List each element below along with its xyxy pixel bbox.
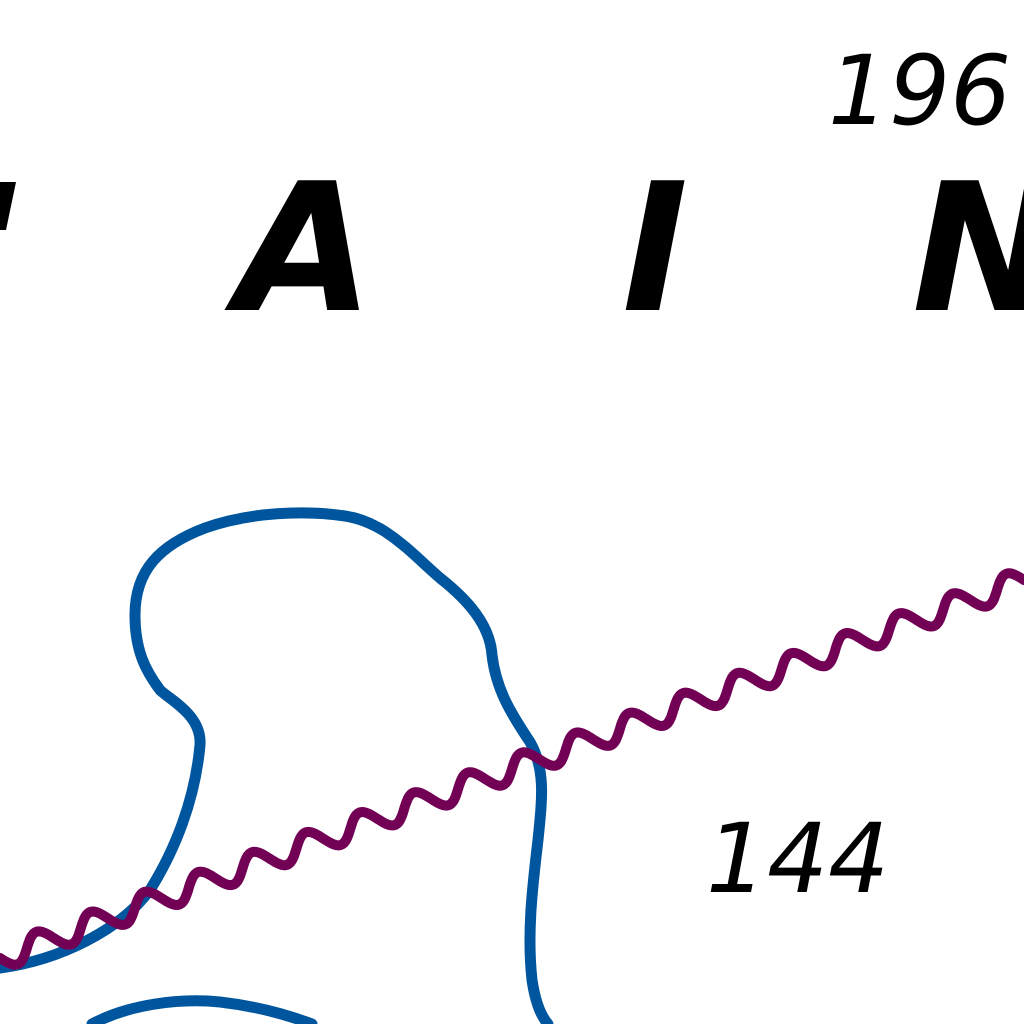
- region-letter-n: N: [912, 145, 1024, 352]
- spot-height-144: 144: [706, 803, 889, 915]
- river-bottom-arc: [86, 995, 318, 1024]
- region-letter-a: A: [224, 145, 374, 352]
- spot-height-196: 196: [828, 35, 1011, 147]
- river-line: [0, 507, 554, 1024]
- region-letter-i: I: [622, 145, 688, 352]
- cropped-letter-fragment: [0, 182, 16, 230]
- boundary-line: [0, 568, 1024, 970]
